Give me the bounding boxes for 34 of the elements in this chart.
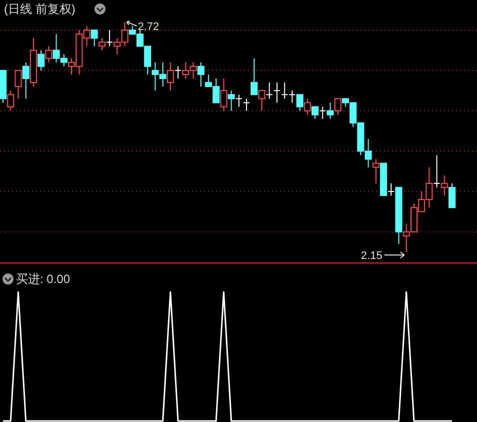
candlestick bbox=[166, 62, 174, 92]
candlestick bbox=[228, 90, 235, 112]
candlestick bbox=[266, 82, 273, 100]
candlestick bbox=[372, 158, 380, 184]
candlestick bbox=[90, 30, 98, 47]
candlestick bbox=[197, 62, 204, 88]
candlestick bbox=[273, 82, 280, 104]
candlestick bbox=[304, 98, 311, 116]
candlestick bbox=[433, 154, 440, 188]
chart-title: 买进: 0.00 bbox=[16, 272, 70, 286]
candlestick bbox=[14, 70, 22, 100]
candlestick bbox=[388, 182, 395, 196]
candlestick bbox=[38, 50, 45, 71]
candlestick bbox=[235, 94, 242, 108]
candlestick bbox=[220, 78, 228, 112]
candlestick bbox=[296, 94, 304, 112]
candlestick bbox=[174, 66, 182, 79]
candlestick bbox=[312, 106, 319, 120]
candlestick bbox=[440, 174, 448, 196]
candlestick bbox=[98, 38, 106, 51]
candlestick bbox=[106, 30, 114, 47]
annotation: 2.72 bbox=[138, 21, 160, 33]
candlestick bbox=[243, 98, 250, 112]
candlestick bbox=[319, 106, 326, 120]
candlestick bbox=[326, 102, 334, 120]
candlestick bbox=[250, 58, 258, 96]
candlestick bbox=[22, 62, 30, 100]
candlestick bbox=[45, 46, 52, 63]
annotation: 2.15 bbox=[360, 250, 382, 262]
candlestick bbox=[448, 182, 456, 208]
chart-title: (日线 前复权) bbox=[4, 2, 76, 16]
candlestick bbox=[258, 90, 266, 112]
candlestick bbox=[334, 98, 342, 116]
candlestick bbox=[7, 90, 14, 112]
